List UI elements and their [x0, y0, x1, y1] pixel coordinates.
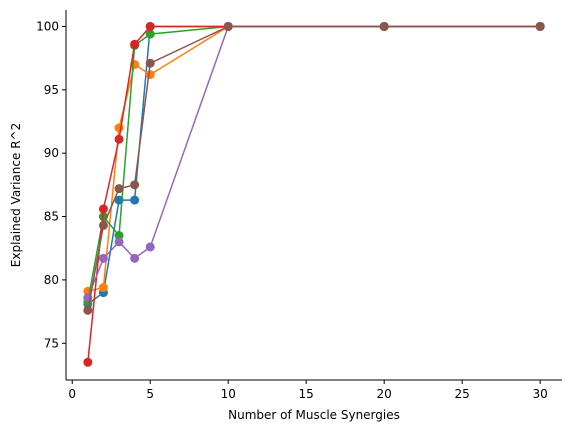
data-point — [145, 70, 155, 80]
x-axis-label: Number of Muscle Synergies — [228, 408, 400, 422]
y-tick-label: 75 — [44, 336, 59, 350]
x-tick-label: 5 — [146, 387, 154, 401]
data-point — [130, 195, 140, 205]
data-point — [98, 283, 108, 292]
data-point — [98, 204, 108, 214]
data-point — [98, 253, 108, 263]
data-point — [145, 58, 155, 68]
data-point — [145, 242, 155, 252]
data-point — [145, 29, 155, 39]
data-point — [130, 39, 140, 49]
data-point — [114, 134, 124, 144]
data-point — [83, 305, 93, 315]
data-point — [535, 21, 545, 31]
data-point — [114, 237, 124, 247]
data-point — [130, 180, 140, 190]
y-tick-label: 100 — [36, 19, 59, 33]
data-point — [379, 21, 389, 31]
x-tick-label: 25 — [455, 387, 470, 401]
series-line — [87, 25, 541, 363]
x-tick-label: 15 — [299, 387, 314, 401]
x-tick-label: 20 — [377, 387, 392, 401]
data-point — [98, 220, 108, 230]
y-tick-label: 90 — [44, 146, 59, 160]
series-line — [87, 25, 541, 311]
data-point — [114, 123, 124, 133]
series-line — [87, 25, 541, 298]
data-point — [145, 21, 155, 31]
series-line — [87, 25, 541, 293]
data-point — [83, 357, 93, 367]
y-tick-label: 80 — [44, 273, 59, 287]
y-tick-label: 85 — [44, 210, 59, 224]
x-tick-label: 30 — [533, 387, 548, 401]
series-line — [87, 25, 541, 305]
data-point — [130, 253, 140, 263]
x-tick-label: 10 — [221, 387, 236, 401]
data-point — [223, 21, 233, 31]
y-axis-label: Explained Variance R^2 — [9, 123, 23, 267]
data-point — [114, 184, 124, 194]
y-tick-label: 95 — [44, 83, 59, 97]
series-line — [87, 25, 541, 302]
x-tick-label: 0 — [68, 387, 76, 401]
data-point — [114, 231, 124, 241]
